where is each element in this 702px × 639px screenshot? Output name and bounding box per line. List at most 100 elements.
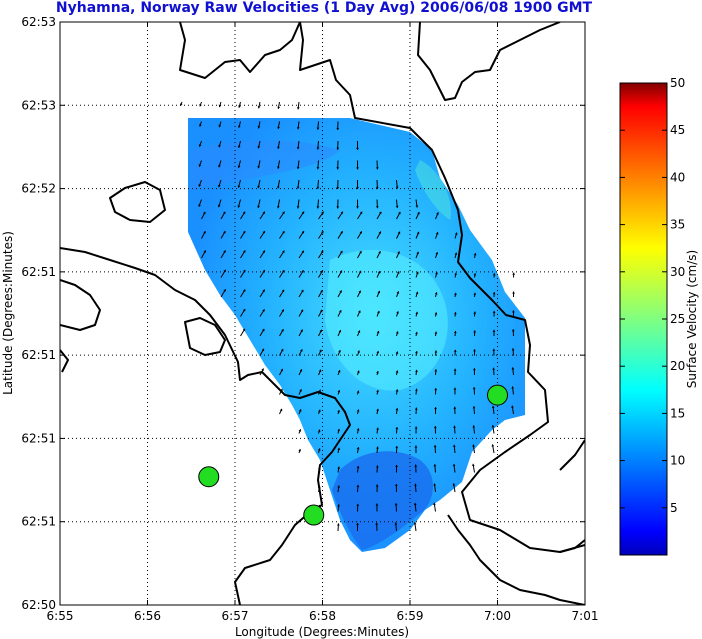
velocity-arrow [491, 405, 495, 415]
velocity-arrow [259, 308, 265, 317]
velocity-arrow [375, 503, 379, 512]
velocity-arrow [396, 251, 400, 259]
velocity-arrow [435, 251, 439, 259]
velocity-arrow [395, 331, 399, 337]
coastline-north-2 [179, 22, 301, 79]
y-tick-label: 62:53 [21, 15, 56, 29]
velocity-arrow [337, 250, 343, 259]
velocity-arrow [512, 272, 516, 278]
velocity-arrow [240, 230, 246, 239]
velocity-arrow [298, 448, 302, 454]
velocity-arrow [452, 444, 456, 454]
velocity-arrow [317, 467, 321, 473]
velocity-arrow [375, 199, 379, 209]
velocity-arrow [296, 179, 300, 189]
colorbar-tick-label: 35 [670, 218, 685, 232]
velocity-arrow [298, 230, 305, 239]
velocity-arrow [298, 250, 305, 259]
velocity-arrow [318, 211, 324, 220]
velocity-arrow [220, 250, 226, 259]
velocity-arrow [395, 464, 398, 473]
velocity-arrow [453, 330, 457, 337]
velocity-arrow [336, 523, 340, 532]
velocity-arrow [415, 291, 419, 298]
velocity-arrow [298, 349, 303, 356]
velocity-arrow [318, 289, 323, 298]
velocity-arrow [296, 140, 300, 150]
velocity-arrow [492, 273, 496, 278]
velocity-arrow [376, 310, 380, 317]
velocity-arrow [394, 522, 398, 532]
velocity-arrow [337, 369, 341, 376]
velocity-arrow [472, 444, 475, 454]
y-tick-label: 62:53 [21, 98, 56, 112]
velocity-arrow [376, 389, 379, 395]
velocity-arrow [317, 429, 321, 434]
velocity-arrow [375, 179, 379, 189]
velocity-arrow [454, 272, 458, 278]
colorbar-tick-label: 20 [670, 359, 685, 373]
velocity-arrow [472, 387, 476, 395]
velocity-arrow [413, 502, 417, 512]
velocity-arrow [337, 349, 341, 356]
radar-sites [198, 384, 508, 526]
velocity-arrow [277, 101, 281, 109]
velocity-arrow [318, 329, 323, 337]
colorbar-tick-label: 15 [670, 406, 685, 420]
velocity-arrow [318, 369, 322, 376]
velocity-arrow [279, 269, 285, 278]
velocity-arrow [357, 231, 363, 239]
velocity-arrow [434, 331, 438, 337]
y-tick-label: 62:52 [21, 182, 56, 196]
velocity-arrow [376, 270, 381, 278]
chart-title: Nyhamna, Norway Raw Velocities (1 Day Av… [56, 0, 593, 16]
colorbar-tick-label: 10 [670, 454, 685, 468]
y-tick-label: 62:51 [21, 265, 56, 279]
velocity-arrow [259, 328, 265, 337]
velocity-arrow [240, 328, 246, 337]
velocity-arrow [276, 179, 280, 189]
velocity-arrow [415, 211, 420, 220]
velocity-arrow [472, 368, 476, 376]
velocity-arrow [356, 140, 359, 150]
velocity-arrow [356, 199, 359, 209]
velocity-arrow [238, 101, 241, 108]
velocity-arrow [356, 409, 360, 415]
velocity-arrow [279, 211, 285, 220]
velocity-arrow [179, 101, 183, 107]
velocity-arrow [434, 407, 437, 415]
velocity-arrow [376, 290, 381, 298]
velocity-arrow [395, 427, 399, 434]
velocity-arrow [317, 485, 321, 493]
velocity-arrow [240, 289, 246, 298]
velocity-arrow [257, 160, 261, 169]
velocity-arrow [336, 121, 340, 131]
velocity-arrow [415, 251, 419, 259]
velocity-arrow [257, 179, 261, 189]
velocity-arrow [357, 350, 360, 356]
velocity-arrow [218, 160, 222, 168]
velocity-arrow [316, 140, 320, 150]
velocity-arrow [199, 121, 202, 127]
velocity-arrow [257, 101, 261, 109]
velocity-arrow [220, 269, 227, 278]
velocity-arrow [511, 367, 515, 376]
velocity-arrow [375, 484, 379, 493]
x-tick-label: 7:00 [484, 609, 511, 623]
velocity-arrow [201, 211, 206, 220]
velocity-arrow [318, 409, 321, 415]
velocity-arrow [218, 101, 222, 108]
velocity-arrow [298, 409, 302, 415]
velocity-arrow [375, 465, 379, 473]
velocity-arrow [337, 466, 341, 473]
x-tick-label: 6:56 [134, 609, 161, 623]
velocity-arrow [337, 230, 344, 239]
site-2-marker [303, 504, 325, 526]
velocity-arrow [356, 503, 360, 512]
velocity-arrow [357, 270, 362, 278]
colorbar-tick-label: 5 [670, 501, 678, 515]
velocity-arrow [415, 231, 420, 239]
velocity-arrow [218, 140, 222, 148]
velocity-arrow [433, 483, 437, 493]
velocity-arrow [492, 292, 496, 298]
